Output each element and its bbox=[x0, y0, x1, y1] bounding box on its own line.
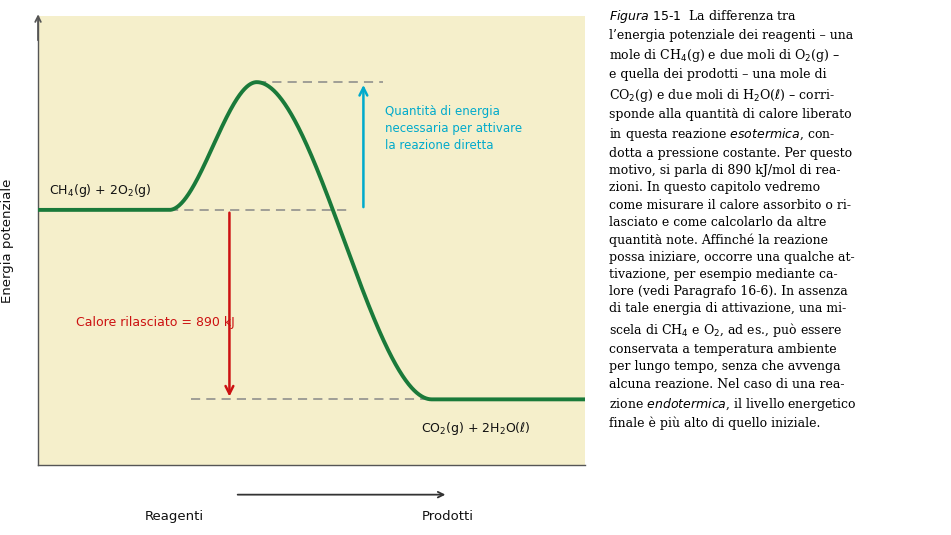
Text: CH$_4$(g) + 2O$_2$(g): CH$_4$(g) + 2O$_2$(g) bbox=[49, 182, 152, 200]
Text: CO$_2$(g) + 2H$_2$O($\ell$): CO$_2$(g) + 2H$_2$O($\ell$) bbox=[421, 421, 531, 438]
Text: Energia potenziale: Energia potenziale bbox=[2, 179, 14, 303]
Text: Reagenti: Reagenti bbox=[146, 510, 204, 523]
Text: Quantità di energia
necessaria per attivare
la reazione diretta: Quantità di energia necessaria per attiv… bbox=[385, 105, 522, 152]
Text: Calore rilasciato = 890 kJ: Calore rilasciato = 890 kJ bbox=[76, 316, 235, 329]
Text: Prodotti: Prodotti bbox=[422, 510, 475, 523]
Text: $\bf{\mathit{Figura\ 15\text{-}1}}$  La differenza tra
l’energia potenziale dei : $\bf{\mathit{Figura\ 15\text{-}1}}$ La d… bbox=[609, 8, 856, 431]
